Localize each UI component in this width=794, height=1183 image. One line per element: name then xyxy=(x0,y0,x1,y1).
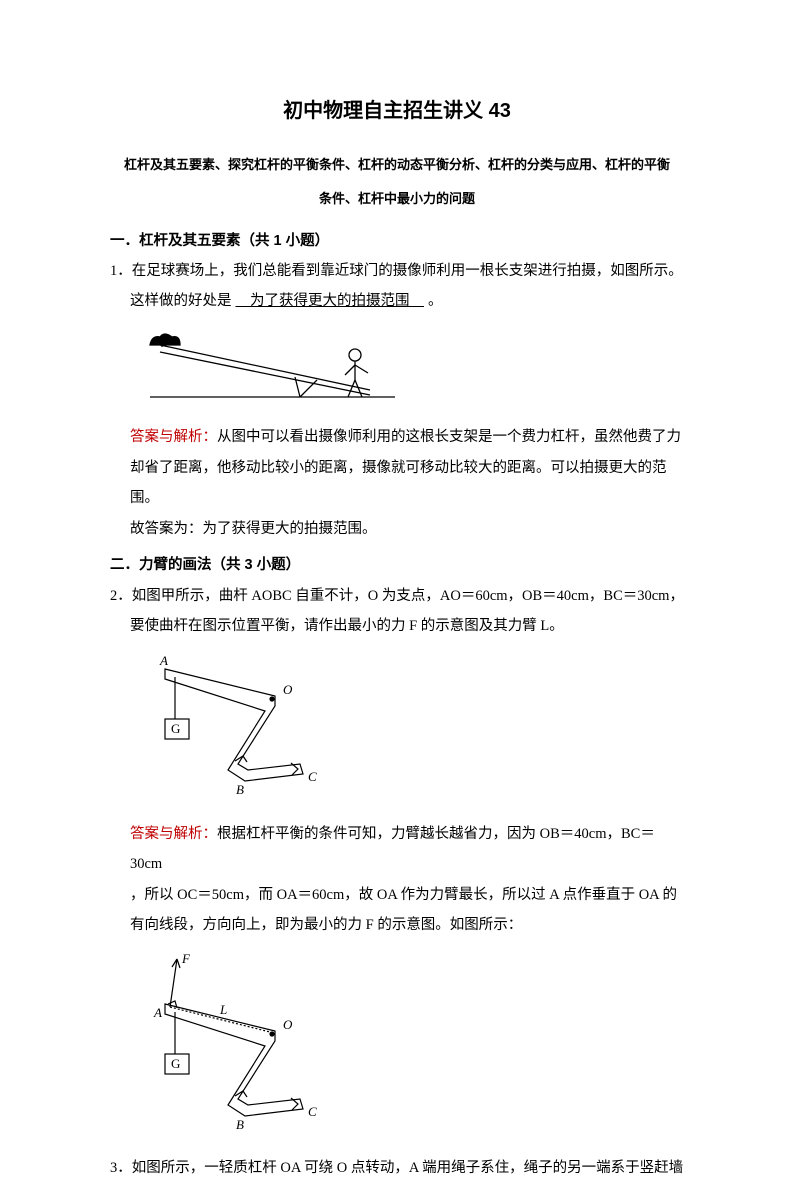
q1-ans-b: 却省了距离，他移动比较小的距离，摄像就可移动比较大的距离。可以拍摄更大的范围。 xyxy=(110,453,684,514)
label-A: A xyxy=(159,653,168,668)
label-G: G xyxy=(171,1056,180,1071)
q1-text-a: 在足球赛场上，我们总能看到靠近球门的摄像师利用一根长支架进行拍摄，如图所示。 xyxy=(132,263,683,279)
answer-label: 答案与解析： xyxy=(130,826,217,842)
label-C: C xyxy=(308,769,317,784)
label-G: G xyxy=(171,721,180,736)
q2-num: 2． xyxy=(110,588,132,604)
q2-text-a: 如图甲所示，曲杆 AOBC 自重不计，O 为支点，AO＝60cm，OB＝40cm… xyxy=(132,588,684,604)
lever-aobc-icon: A O B C G xyxy=(140,649,370,799)
section1-head: 一．杠杆及其五要素（共 1 小题） xyxy=(110,226,684,256)
q1-text-b: 这样做的好处是 xyxy=(130,293,232,309)
subtitle-line2: 条件、杠杆中最小力的问题 xyxy=(110,182,684,216)
page-title: 初中物理自主招生讲义 43 xyxy=(110,90,684,132)
q1-text-c: 。 xyxy=(428,293,443,309)
question-2: 2．如图甲所示，曲杆 AOBC 自重不计，O 为支点，AO＝60cm，OB＝40… xyxy=(110,581,684,1146)
answer-label: 答案与解析： xyxy=(130,429,217,445)
section2-head: 二．力臂的画法（共 3 小题） xyxy=(110,550,684,580)
subtitle-line1: 杠杆及其五要素、探究杠杆的平衡条件、杠杆的动态平衡分析、杠杆的分类与应用、杠杆的… xyxy=(110,148,684,182)
question-1: 1．在足球赛场上，我们总能看到靠近球门的摄像师利用一根长支架进行拍摄，如图所示。… xyxy=(110,256,684,544)
q2-text-b: 要使曲杆在图示位置平衡，请作出最小的力 F 的示意图及其力臂 L。 xyxy=(110,611,684,641)
label-O: O xyxy=(283,682,293,697)
figure-2: A O B C G xyxy=(140,649,684,810)
q3-num: 3． xyxy=(110,1160,132,1176)
q3-text: 如图所示，一轻质杠杆 OA 可绕 O 点转动，A 端用绳子系住，绳子的另一端系于… xyxy=(132,1160,683,1176)
question-3: 3．如图所示，一轻质杠杆 OA 可绕 O 点转动，A 端用绳子系住，绳子的另一端… xyxy=(110,1153,684,1183)
label-L: L xyxy=(219,1002,227,1017)
q1-num: 1． xyxy=(110,263,132,279)
q1-ans-a: 从图中可以看出摄像师利用的这根长支架是一个费力杠杆，虽然他费了力 xyxy=(217,429,681,445)
subtitle: 杠杆及其五要素、探究杠杆的平衡条件、杠杆的动态平衡分析、杠杆的分类与应用、杠杆的… xyxy=(110,148,684,216)
q2-ans-c: 有向线段，方向向上，即为最小的力 F 的示意图。如图所示： xyxy=(110,910,684,940)
label-O: O xyxy=(283,1017,293,1032)
q1-ans-c: 故答案为：为了获得更大的拍摄范围。 xyxy=(110,514,684,544)
camera-lever-icon xyxy=(140,325,400,403)
q1-blank: 为了获得更大的拍摄范围 xyxy=(232,293,429,309)
q2-ans-b: ，所以 OC＝50cm，而 OA＝60cm，故 OA 作为力臂最长，所以过 A … xyxy=(110,880,684,910)
label-B: B xyxy=(236,782,244,797)
label-F: F xyxy=(181,951,191,966)
figure-1 xyxy=(140,325,684,414)
lever-aobc-force-icon: F A L O B C G xyxy=(140,949,370,1134)
label-B: B xyxy=(236,1117,244,1132)
label-A: A xyxy=(153,1005,162,1020)
label-C: C xyxy=(308,1104,317,1119)
figure-3: F A L O B C G xyxy=(140,949,684,1145)
